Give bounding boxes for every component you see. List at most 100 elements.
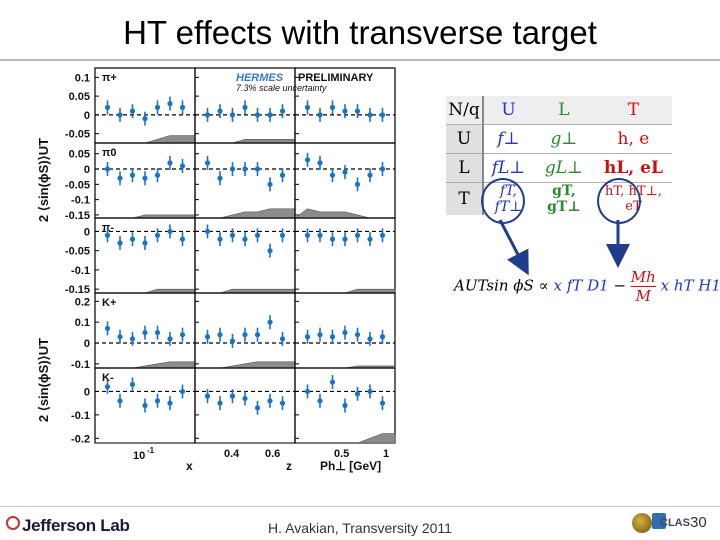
data-point xyxy=(279,336,286,342)
data-point xyxy=(367,112,373,118)
data-point xyxy=(367,336,373,342)
fraction-denominator: M xyxy=(635,287,651,305)
data-point xyxy=(179,236,186,242)
table-row-u: U f⊥ g⊥ h, e xyxy=(446,124,672,154)
data-point xyxy=(242,395,248,402)
data-point xyxy=(379,400,386,406)
footer-citation: H. Avakian, Transversity 2011 xyxy=(268,520,452,536)
y-tick-label: 0.05 xyxy=(69,91,90,103)
data-point xyxy=(167,228,173,235)
table-cell: hL, eL xyxy=(594,153,672,183)
data-point xyxy=(129,381,136,388)
data-point xyxy=(179,163,186,169)
y-tick-label: 0 xyxy=(84,386,90,398)
data-point xyxy=(204,160,211,166)
data-point xyxy=(217,332,223,338)
data-point xyxy=(254,112,261,118)
data-point xyxy=(254,166,261,172)
data-point xyxy=(179,104,186,110)
highlight-circle-ht xyxy=(597,178,641,224)
table-row-head: U xyxy=(446,124,484,154)
systematic-band xyxy=(195,208,296,219)
data-point xyxy=(117,112,123,118)
data-point xyxy=(142,240,148,246)
data-point xyxy=(267,112,273,118)
systematic-band xyxy=(195,361,296,369)
data-point xyxy=(254,332,261,338)
data-point xyxy=(154,232,161,238)
data-point xyxy=(142,175,148,181)
data-point xyxy=(129,336,136,342)
clas-label: CLAS xyxy=(660,517,690,529)
data-point xyxy=(117,398,123,404)
row-label-4: K- xyxy=(102,372,114,384)
arrow-to-ft-term xyxy=(498,219,529,276)
data-point xyxy=(142,402,148,409)
y-tick-label: -0.05 xyxy=(65,129,90,141)
table-cell: f⊥ xyxy=(483,124,533,154)
y-tick-label: 0.1 xyxy=(75,72,90,84)
data-point xyxy=(267,181,273,187)
y-axis-label-lower: 2 ⟨sin(ϕS)⟩UT xyxy=(36,338,51,422)
data-point xyxy=(342,108,348,114)
data-point xyxy=(104,104,111,110)
data-point xyxy=(229,166,236,172)
x-tick-label: 0.4 xyxy=(224,448,240,460)
data-point xyxy=(217,400,223,406)
y-tick-label: 0 xyxy=(84,338,90,350)
data-point xyxy=(104,325,111,332)
panel-frame xyxy=(194,142,296,219)
formula-fraction: Mh M xyxy=(630,268,656,305)
data-point xyxy=(342,329,348,336)
data-point xyxy=(342,402,348,409)
panel-frame xyxy=(194,217,296,294)
data-point xyxy=(154,398,161,404)
formula-term-ht: x hT H1⊥ xyxy=(660,276,720,295)
table-row-head: T xyxy=(446,182,484,215)
data-point xyxy=(304,334,311,340)
y-tick-label: 0 xyxy=(84,226,90,238)
title-divider xyxy=(0,59,720,61)
y-tick-label: -0.1 xyxy=(71,410,90,422)
data-point xyxy=(354,332,361,338)
data-point xyxy=(367,172,373,178)
data-point xyxy=(329,236,336,242)
formula-lhs: AUTsin ϕS xyxy=(454,276,534,295)
data-point xyxy=(104,232,111,238)
data-point xyxy=(329,172,336,178)
y-tick-label: 0 xyxy=(84,110,90,122)
y-tick-label: 0.2 xyxy=(75,296,90,308)
data-point xyxy=(204,228,211,235)
y-axis-label-upper: 2 ⟨sin(ϕS)⟩UT xyxy=(36,138,51,222)
data-point xyxy=(154,329,161,336)
panel-frame xyxy=(194,367,296,444)
data-point xyxy=(379,232,386,238)
data-point xyxy=(317,160,323,166)
data-point xyxy=(317,232,323,238)
data-point xyxy=(204,112,211,118)
table-cell: fL⊥ xyxy=(483,153,533,183)
tmd-table: N/q U L T U f⊥ g⊥ h, e L fL⊥ gL⊥ hL, eL … xyxy=(446,96,672,215)
data-point xyxy=(167,336,173,342)
data-point xyxy=(142,116,148,122)
row-label-3: K+ xyxy=(102,297,116,309)
x-axis-label-z: z xyxy=(286,459,292,473)
y-tick-label: -0.1 xyxy=(71,359,90,371)
y-tick-label: -0.15 xyxy=(65,284,90,296)
data-point xyxy=(179,332,186,338)
y-tick-label: -0.05 xyxy=(65,246,90,258)
data-point xyxy=(142,329,148,336)
x-tick-label: 0.5 xyxy=(334,448,349,460)
row-label-0: π+ xyxy=(102,72,117,84)
data-point xyxy=(229,338,236,344)
slide-number: 30 xyxy=(690,514,707,531)
panel-frame xyxy=(294,142,396,219)
y-tick-label: -0.15 xyxy=(65,210,90,222)
data-point xyxy=(129,172,136,178)
table-cell: h, e xyxy=(594,124,672,154)
data-point xyxy=(179,388,186,395)
data-point xyxy=(117,175,123,181)
slide-title: HT effects with transverse target xyxy=(123,14,597,51)
table-header-corner: N/q xyxy=(446,96,484,125)
data-point xyxy=(379,112,386,118)
